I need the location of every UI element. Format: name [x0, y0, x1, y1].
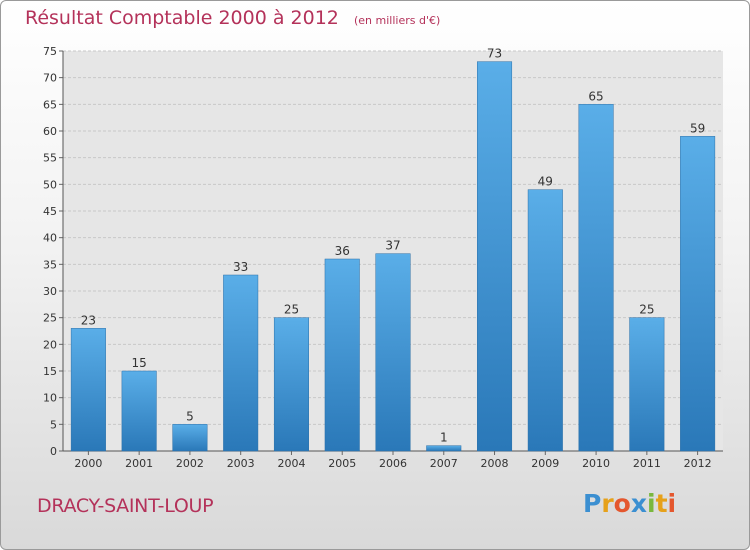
x-tick-label-2002: 2002 [176, 457, 204, 470]
y-tick-label: 10 [43, 392, 57, 405]
y-tick-label: 20 [43, 338, 57, 351]
logo-letter: i [647, 489, 656, 518]
bar-2010 [578, 104, 614, 452]
proxiti-logo: Proxiti [583, 489, 676, 518]
logo-letter: P [583, 489, 602, 518]
logo-letter: t [655, 489, 668, 518]
data-label-2010: 65 [588, 89, 603, 103]
x-tick-label-2011: 2011 [633, 457, 661, 470]
chart-unit: (en milliers d'€) [353, 14, 441, 27]
y-tick-label: 65 [43, 98, 57, 111]
x-tick-label-2012: 2012 [684, 457, 712, 470]
y-tick-label: 75 [43, 45, 57, 58]
bar-2009 [527, 189, 563, 452]
x-tick-label-2003: 2003 [227, 457, 255, 470]
x-tick-label-2008: 2008 [481, 457, 509, 470]
x-tick-label-2004: 2004 [277, 457, 305, 470]
y-tick-label: 70 [43, 72, 57, 85]
x-tick-label-2009: 2009 [531, 457, 559, 470]
bar-2004 [273, 317, 309, 452]
data-label-2007: 1 [440, 431, 448, 445]
logo-letter: i [667, 489, 677, 518]
y-tick-label: 5 [50, 418, 57, 431]
y-tick-label: 30 [43, 285, 57, 298]
logo-letter: o [613, 489, 631, 518]
bar-2003 [223, 274, 259, 452]
y-tick-label: 25 [43, 312, 57, 325]
chart-title: Résultat Comptable 2000 à 2012 [25, 7, 339, 29]
y-tick-label: 50 [43, 178, 57, 191]
x-tick-label-2001: 2001 [125, 457, 153, 470]
bar-2011 [629, 317, 665, 452]
bar-2001 [121, 370, 157, 452]
data-label-2012: 59 [690, 121, 705, 135]
x-tick-label-2006: 2006 [379, 457, 407, 470]
y-tick-label: 15 [43, 365, 57, 378]
data-label-2006: 37 [385, 239, 400, 253]
x-tick-label-2010: 2010 [582, 457, 610, 470]
bar-2008 [477, 61, 513, 452]
data-label-2002: 5 [186, 409, 194, 423]
bar-2012 [680, 136, 716, 452]
y-tick-label: 40 [43, 232, 57, 245]
y-tick-label: 45 [43, 205, 57, 218]
data-label-2003: 33 [233, 260, 248, 274]
bar-2007 [426, 445, 462, 452]
town-name: DRACY-SAINT-LOUP [37, 495, 214, 517]
data-label-2004: 25 [284, 303, 299, 317]
data-label-2000: 23 [81, 313, 96, 327]
title-row: Résultat Comptable 2000 à 2012 (en milli… [25, 7, 440, 29]
data-label-2005: 36 [335, 244, 350, 258]
bar-2002 [172, 424, 208, 452]
y-tick-label: 60 [43, 125, 57, 138]
logo-letter: x [630, 489, 647, 518]
logo-letter: r [601, 489, 614, 518]
bar-2000 [70, 328, 106, 452]
data-label-2001: 15 [132, 356, 147, 370]
x-tick-label-2000: 2000 [74, 457, 102, 470]
bar-2005 [324, 258, 360, 452]
x-tick-label-2007: 2007 [430, 457, 458, 470]
y-tick-label: 0 [50, 445, 57, 458]
data-label-2009: 49 [538, 175, 553, 189]
x-tick-label-2005: 2005 [328, 457, 356, 470]
y-tick-label: 55 [43, 152, 57, 165]
data-label-2008: 73 [487, 47, 502, 61]
y-tick-label: 35 [43, 258, 57, 271]
data-label-2011: 25 [639, 303, 654, 317]
bar-2006 [375, 253, 411, 452]
